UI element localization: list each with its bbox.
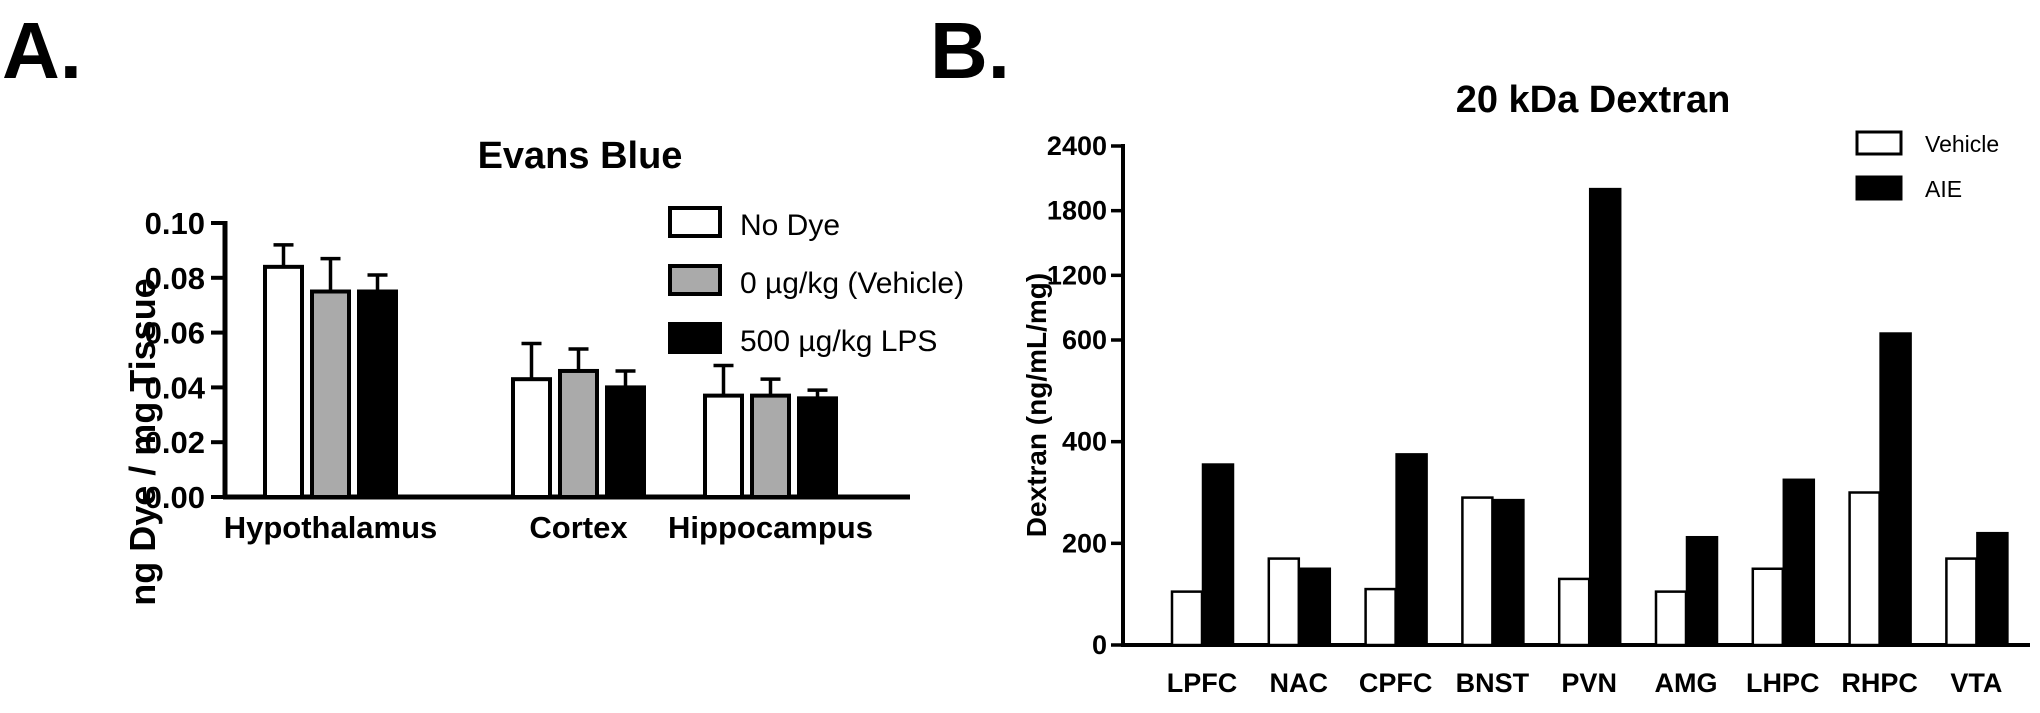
chart-a-ylabel: ng Dye / mg Tissue xyxy=(122,278,163,605)
chart-b-bar xyxy=(1654,590,1688,647)
chart-a-legend-label: 0 µg/kg (Vehicle) xyxy=(740,267,964,300)
chart-a-y-tick-label: 0.04 xyxy=(145,370,206,405)
chart-b-bar xyxy=(1298,567,1332,647)
chart-a-category-label: Hippocampus xyxy=(668,510,873,545)
chart-b-category-label: RHPC xyxy=(1841,668,1918,698)
chart-b-bar xyxy=(1267,557,1301,647)
chart-a-bar xyxy=(750,393,791,499)
chart-b-y-tick-label: 600 xyxy=(1062,325,1107,355)
chart-b-category-label: PVN xyxy=(1561,668,1617,698)
chart-b-y-tick-label: 1200 xyxy=(1047,260,1107,290)
chart-a-category-label: Cortex xyxy=(529,510,628,545)
chart-a-bar xyxy=(263,264,304,499)
chart-b-bar xyxy=(1976,531,2009,647)
chart-b-y-tick-label: 400 xyxy=(1062,427,1107,457)
chart-a-bar xyxy=(703,393,744,499)
chart-b-legend-label: AIE xyxy=(1925,176,1962,202)
chart-b-bar xyxy=(1170,590,1204,647)
chart-a-legend-swatch xyxy=(668,206,722,238)
chart-a-legend-swatch xyxy=(668,322,722,354)
chart-b-category-label: LPFC xyxy=(1167,668,1238,698)
chart-b-legend-label: Vehicle xyxy=(1925,131,1999,157)
chart-b-bar xyxy=(1751,567,1785,647)
chart-b-bar xyxy=(1848,491,1881,647)
chart-b-bar xyxy=(1557,577,1591,647)
chart-dextran: 20 kDa Dextran Dextran (ng/mL/mg) 0 200 40… xyxy=(1021,79,2030,698)
chart-b-bar xyxy=(1364,587,1397,647)
chart-b-bar xyxy=(1492,498,1525,647)
chart-b-bar xyxy=(1945,557,1978,647)
chart-b-y-tick-label: 0 xyxy=(1092,630,1107,660)
chart-b-y-tick-label: 200 xyxy=(1062,528,1107,558)
chart-b-category-label: NAC xyxy=(1270,668,1329,698)
chart-a-bar xyxy=(558,368,599,499)
chart-b-bar xyxy=(1685,535,1719,647)
chart-a-y-tick-label: 0.06 xyxy=(145,316,205,351)
chart-a-y-tick-label: 0.02 xyxy=(145,425,205,460)
chart-b-category-label: LHPC xyxy=(1746,668,1820,698)
chart-a-bar xyxy=(511,377,552,499)
chart-a-legend-label: 500 µg/kg LPS xyxy=(740,325,937,358)
chart-evans-blue: Evans Blue ng Dye / mg Tissue 0.00 0.02 0.… xyxy=(122,135,964,606)
chart-a-bar xyxy=(357,289,398,499)
chart-a-bar xyxy=(605,385,646,499)
chart-a-y-tick-label: 0.08 xyxy=(145,261,205,296)
chart-b-bar xyxy=(1461,496,1494,647)
chart-b-y-tick-label: 2400 xyxy=(1047,131,1107,161)
chart-b-category-label: CPFC xyxy=(1359,668,1433,698)
chart-b-category-label: VTA xyxy=(1950,668,2002,698)
chart-b-ylabel: Dextran (ng/mL/mg) xyxy=(1021,273,1052,537)
chart-b-bar xyxy=(1588,187,1622,647)
chart-a-legend-label: No Dye xyxy=(740,209,840,242)
panel-b-label: B. xyxy=(930,6,1010,95)
chart-b-legend-swatch xyxy=(1855,130,1903,156)
chart-b-bar xyxy=(1201,463,1235,647)
chart-a-bar xyxy=(310,289,351,499)
chart-b-title: 20 kDa Dextran xyxy=(1456,79,1731,121)
chart-a-bar xyxy=(797,396,838,499)
chart-b-y-tick-label: 1800 xyxy=(1047,196,1107,226)
chart-b-bar xyxy=(1879,332,1912,647)
chart-b-category-label: AMG xyxy=(1655,668,1718,698)
chart-a-title: Evans Blue xyxy=(478,135,683,177)
chart-b-category-label: BNST xyxy=(1456,668,1530,698)
chart-a-y-tick-label: 0.10 xyxy=(145,206,205,241)
chart-a-legend-swatch xyxy=(668,264,722,296)
chart-b-legend-swatch xyxy=(1855,175,1903,201)
chart-a-category-label: Hypothalamus xyxy=(224,510,438,545)
chart-b-bar xyxy=(1395,453,1428,647)
chart-b-bar xyxy=(1782,478,1816,647)
chart-a-y-tick-label: 0.00 xyxy=(145,480,205,515)
panel-a-label: A. xyxy=(2,6,82,95)
